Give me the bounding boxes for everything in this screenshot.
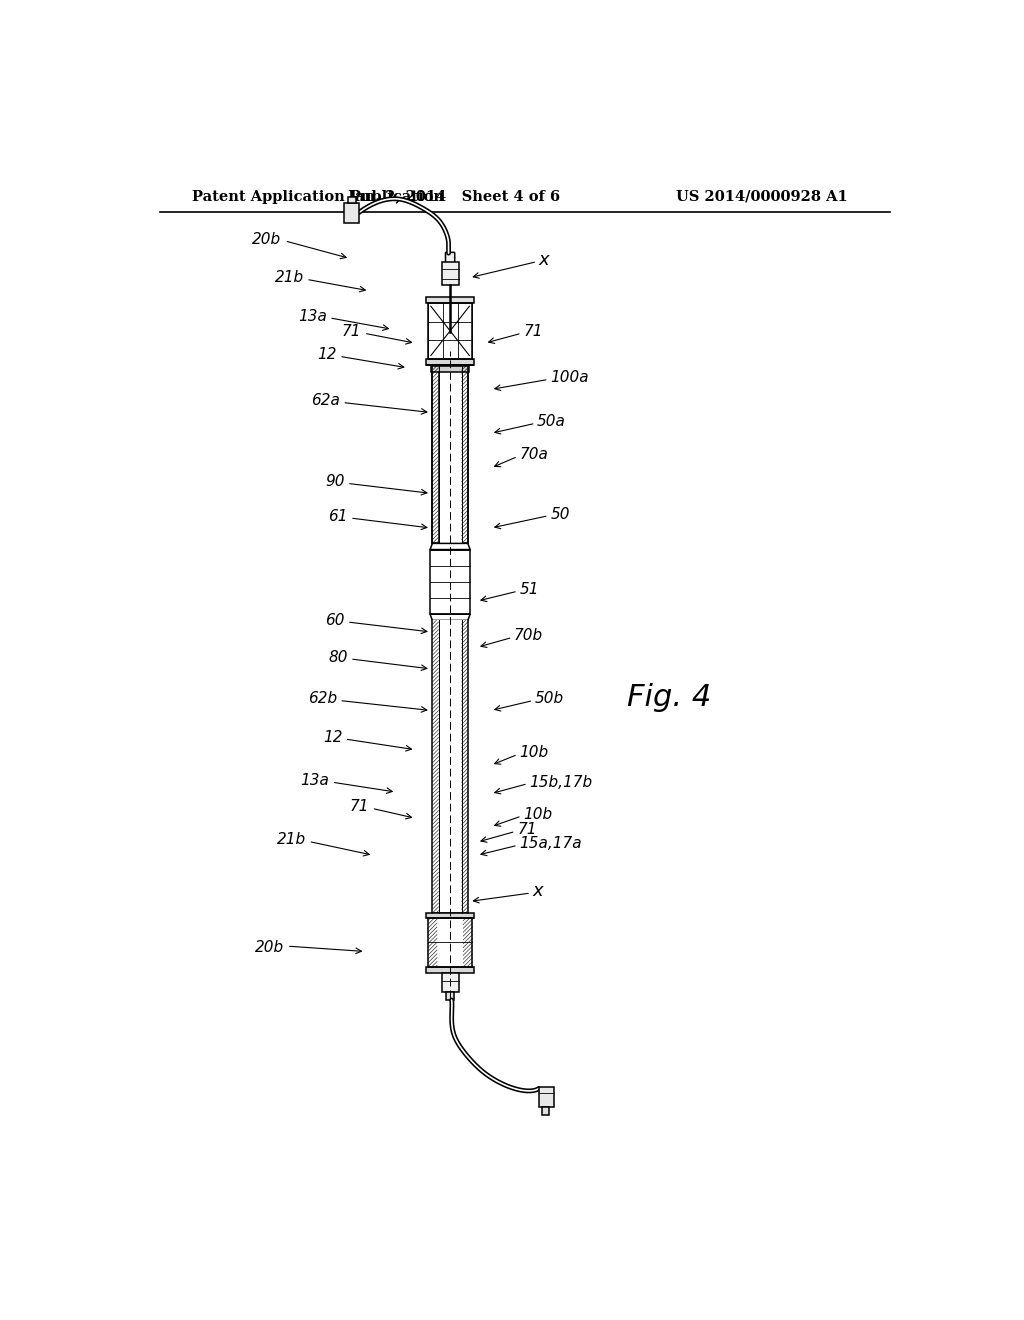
Text: 15b,17b: 15b,17b <box>529 775 593 789</box>
Bar <box>539 1088 554 1107</box>
Bar <box>344 203 359 223</box>
Bar <box>446 993 454 1001</box>
Text: 20b: 20b <box>252 232 281 247</box>
Text: US 2014/0000928 A1: US 2014/0000928 A1 <box>676 190 848 203</box>
Text: 12: 12 <box>317 347 337 362</box>
Text: 10b: 10b <box>519 746 549 760</box>
Text: 62b: 62b <box>308 692 337 706</box>
Bar <box>428 917 472 966</box>
Bar <box>426 913 474 917</box>
FancyBboxPatch shape <box>445 252 455 263</box>
Text: 21b: 21b <box>278 833 306 847</box>
Text: 80: 80 <box>329 649 348 665</box>
Text: 13a: 13a <box>298 309 327 323</box>
Text: 71: 71 <box>350 799 370 814</box>
Bar <box>432 364 438 544</box>
Bar <box>462 364 468 544</box>
Text: Fig. 4: Fig. 4 <box>628 682 712 711</box>
Bar <box>428 304 472 359</box>
Text: 71: 71 <box>342 325 361 339</box>
Text: 13a: 13a <box>300 774 330 788</box>
Text: 15a,17a: 15a,17a <box>519 836 582 851</box>
Text: 70a: 70a <box>519 447 548 462</box>
Bar <box>426 966 474 973</box>
Text: 51: 51 <box>519 582 539 597</box>
Text: 20b: 20b <box>255 940 285 956</box>
Text: 71: 71 <box>517 822 537 837</box>
Text: Patent Application Publication: Patent Application Publication <box>193 190 444 203</box>
Bar <box>432 620 468 913</box>
Text: 60: 60 <box>326 612 345 628</box>
Text: x: x <box>532 883 543 900</box>
Text: 10b: 10b <box>523 807 552 822</box>
Bar <box>431 367 469 372</box>
Text: 21b: 21b <box>274 271 304 285</box>
Bar <box>348 197 356 203</box>
Bar <box>438 364 462 544</box>
Polygon shape <box>426 913 474 917</box>
Bar <box>438 620 462 913</box>
Bar <box>542 1107 550 1114</box>
Text: 90: 90 <box>326 474 345 490</box>
Text: 50: 50 <box>550 507 569 521</box>
Bar <box>441 263 459 285</box>
Bar <box>426 359 474 364</box>
Text: x: x <box>539 251 549 269</box>
Bar <box>430 549 470 614</box>
Polygon shape <box>430 614 470 620</box>
Text: 50a: 50a <box>538 414 566 429</box>
Text: 70b: 70b <box>514 628 543 643</box>
Text: 100a: 100a <box>550 371 589 385</box>
Text: 71: 71 <box>523 325 543 339</box>
Bar <box>441 973 459 993</box>
Text: 62a: 62a <box>311 393 340 408</box>
Text: 50b: 50b <box>535 692 564 706</box>
Text: 61: 61 <box>329 510 348 524</box>
Text: 12: 12 <box>323 730 342 744</box>
Polygon shape <box>430 544 470 549</box>
Text: Jan. 2, 2014   Sheet 4 of 6: Jan. 2, 2014 Sheet 4 of 6 <box>348 190 560 203</box>
Bar <box>426 297 474 304</box>
